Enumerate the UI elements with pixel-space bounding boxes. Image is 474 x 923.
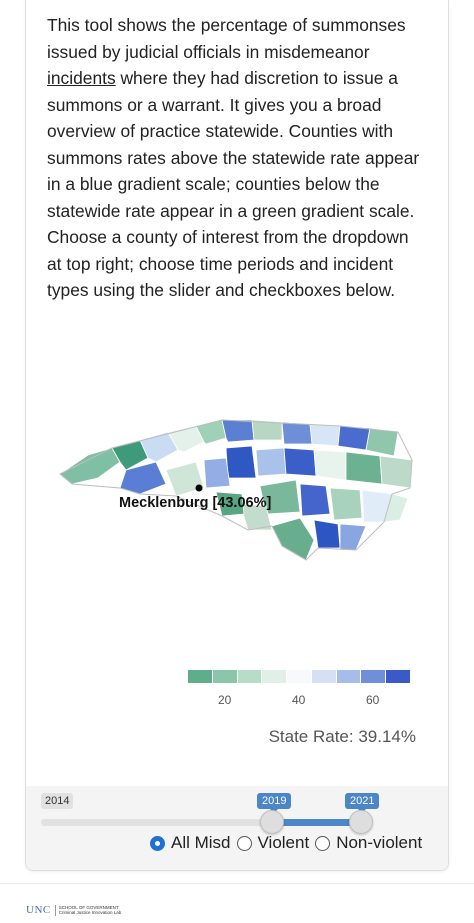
- county-shape[interactable]: [379, 455, 413, 489]
- radio-unchecked-icon[interactable]: [315, 835, 331, 851]
- radio-all-misd-label: All Misd: [171, 833, 231, 852]
- county-shape[interactable]: [337, 425, 371, 451]
- legend-swatch: [237, 670, 263, 683]
- county-shape[interactable]: [255, 447, 287, 477]
- lab-text: Criminal Justice Innovation Lab: [58, 910, 122, 915]
- radio-violent-label: Violent: [257, 833, 310, 852]
- county-shape[interactable]: [329, 487, 363, 521]
- county-shape[interactable]: [221, 419, 255, 443]
- radio-checked-icon[interactable]: [150, 835, 165, 851]
- slider-start-handle[interactable]: [260, 810, 284, 834]
- incident-type-radio-group: All Misd Violent Non-violent: [150, 833, 428, 853]
- unc-logo-text: UNC: [26, 904, 51, 916]
- logo-subtitle: SCHOOL OF GOVERNMENT Criminal Justice In…: [54, 904, 122, 916]
- controls-panel: [26, 786, 448, 870]
- intro-paragraph: This tool shows the percentage of summon…: [47, 12, 427, 304]
- intro-text-2: where they had discretion to issue a sum…: [47, 68, 420, 300]
- color-legend: [188, 670, 411, 683]
- legend-swatch: [336, 670, 362, 683]
- radio-unchecked-icon[interactable]: [236, 835, 252, 851]
- year-slider-range: [272, 819, 361, 826]
- intro-text-1: This tool shows the percentage of summon…: [47, 15, 406, 62]
- year-slider-track[interactable]: [41, 819, 361, 826]
- radio-non-violent[interactable]: Non-violent: [315, 833, 422, 853]
- slider-end-handle[interactable]: [349, 810, 373, 834]
- legend-tick-40: 40: [292, 693, 306, 707]
- county-shape[interactable]: [225, 445, 257, 479]
- county-shape[interactable]: [299, 483, 331, 517]
- county-shape[interactable]: [313, 449, 347, 481]
- footer-logo[interactable]: UNC SCHOOL OF GOVERNMENT Criminal Justic…: [26, 904, 121, 916]
- legend-swatch: [287, 670, 312, 683]
- county-shape[interactable]: [251, 419, 283, 441]
- legend-swatch: [212, 670, 238, 683]
- county-shape[interactable]: [281, 421, 313, 445]
- footer-divider: [0, 883, 474, 884]
- legend-swatch: [262, 670, 288, 683]
- radio-non-violent-label: Non-violent: [336, 833, 423, 852]
- county-shape[interactable]: [313, 519, 341, 549]
- legend-swatch: [361, 670, 387, 683]
- legend-swatch: [311, 670, 337, 683]
- county-shape[interactable]: [283, 447, 317, 477]
- radio-all-misd[interactable]: All Misd: [150, 833, 231, 853]
- radio-violent[interactable]: Violent: [236, 833, 310, 853]
- state-rate-label: State Rate: 39.14%: [268, 727, 416, 746]
- county-shape[interactable]: [309, 423, 341, 447]
- school-text: SCHOOL OF GOVERNMENT: [58, 904, 119, 910]
- county-shape[interactable]: [203, 457, 231, 489]
- slider-end-badge: 2021: [345, 793, 380, 813]
- county-shape[interactable]: [345, 451, 383, 485]
- legend-tick-20: 20: [218, 693, 232, 707]
- slider-start-badge: 2019: [257, 793, 292, 813]
- legend-tick-60: 60: [366, 693, 380, 707]
- slider-min-label: 2014: [41, 793, 74, 809]
- county-callout-label: Mecklenburg [43.06%]: [119, 495, 272, 511]
- legend-swatch: [386, 670, 411, 683]
- legend-swatch: [188, 670, 213, 683]
- incidents-link[interactable]: incidents: [47, 68, 116, 88]
